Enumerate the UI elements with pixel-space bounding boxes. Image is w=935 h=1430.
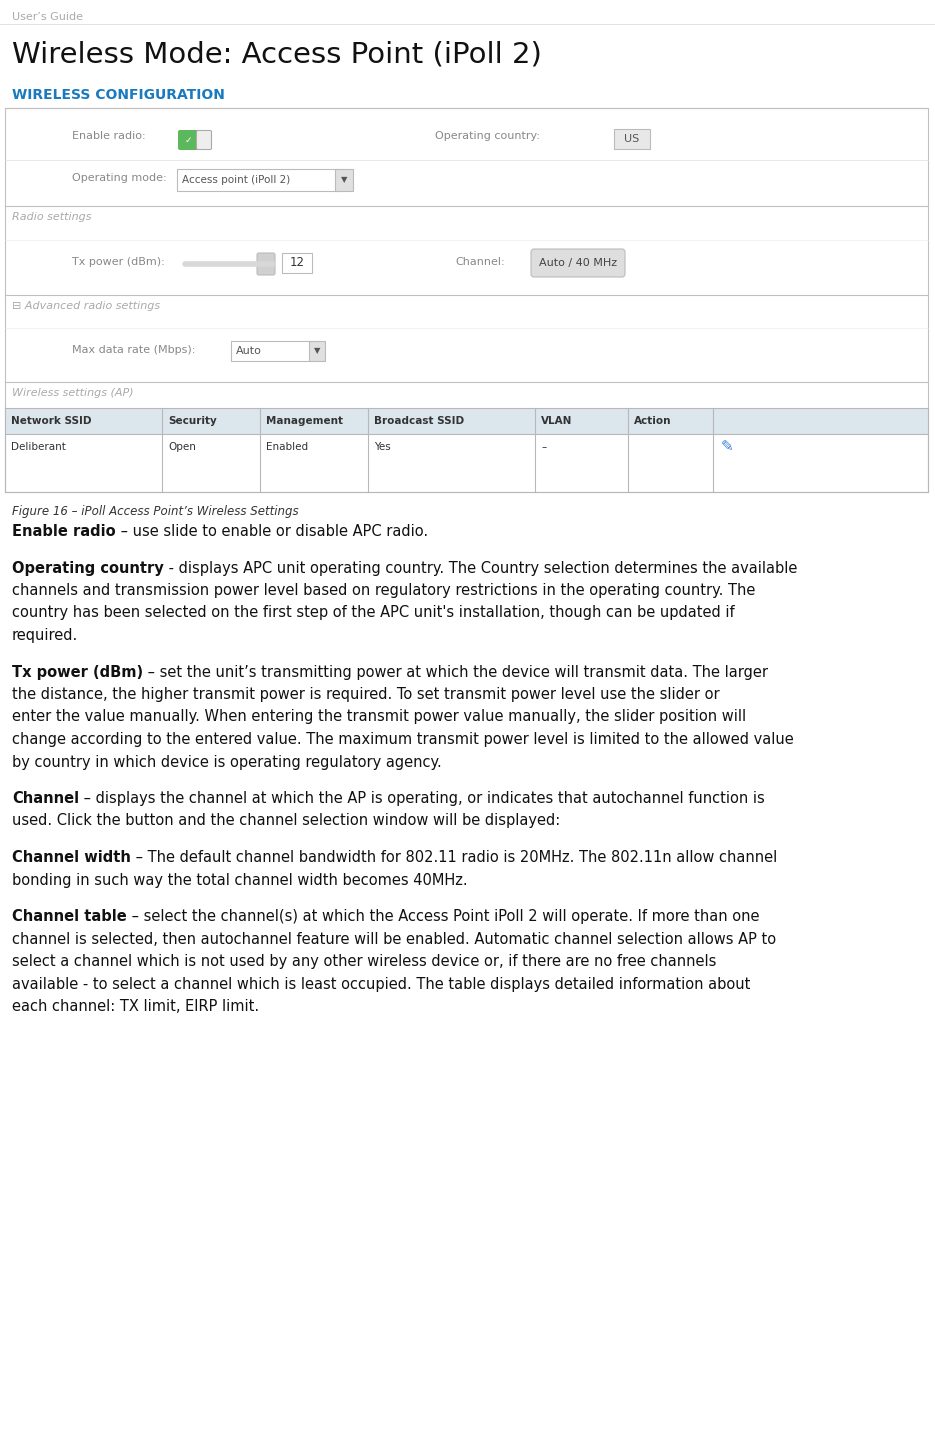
FancyBboxPatch shape [335,169,353,192]
Text: Channel width: Channel width [12,849,131,865]
Text: used. Click the button and the channel selection window will be displayed:: used. Click the button and the channel s… [12,814,560,828]
Text: channels and transmission power level based on regulatory restrictions in the op: channels and transmission power level ba… [12,583,755,598]
Text: VLAN: VLAN [541,416,572,426]
Text: Wireless settings (AP): Wireless settings (AP) [12,388,134,398]
Text: - displays APC unit operating country. The Country selection determines the avai: - displays APC unit operating country. T… [164,561,798,575]
Text: Auto: Auto [236,346,262,356]
Text: Operating mode:: Operating mode: [72,173,166,183]
Text: ⊟ Advanced radio settings: ⊟ Advanced radio settings [12,300,160,310]
FancyBboxPatch shape [282,253,312,273]
Text: Deliberant: Deliberant [11,442,65,452]
Text: required.: required. [12,628,79,644]
Text: enter the value manually. When entering the transmit power value manually, the s: enter the value manually. When entering … [12,709,746,725]
Text: Action: Action [634,416,671,426]
FancyBboxPatch shape [5,408,928,433]
Text: change according to the entered value. The maximum transmit power level is limit: change according to the entered value. T… [12,732,794,746]
Text: by country in which device is operating regulatory agency.: by country in which device is operating … [12,755,441,769]
FancyBboxPatch shape [5,109,928,492]
FancyBboxPatch shape [257,253,275,275]
Text: – The default channel bandwidth for 802.11 radio is 20MHz. The 802.11n allow cha: – The default channel bandwidth for 802.… [131,849,777,865]
Text: channel is selected, then autochannel feature will be enabled. Automatic channel: channel is selected, then autochannel fe… [12,931,776,947]
FancyBboxPatch shape [196,130,211,150]
Text: Operating country:: Operating country: [435,132,540,142]
FancyBboxPatch shape [177,169,339,192]
Text: ▼: ▼ [340,176,347,184]
Text: Tx power (dBm): Tx power (dBm) [12,665,143,679]
Text: Auto / 40 MHz: Auto / 40 MHz [539,257,617,267]
Text: Yes: Yes [374,442,391,452]
Text: Management: Management [266,416,343,426]
Text: 12: 12 [290,256,305,269]
Text: –: – [541,442,546,452]
Text: Network SSID: Network SSID [11,416,92,426]
Text: WIRELESS CONFIGURATION: WIRELESS CONFIGURATION [12,89,225,102]
Text: – displays the channel at which the AP is operating, or indicates that autochann: – displays the channel at which the AP i… [79,791,765,807]
Text: ✎: ✎ [721,439,733,455]
Text: the distance, the higher transmit power is required. To set transmit power level: the distance, the higher transmit power … [12,686,720,702]
Text: Figure 16 – iPoll Access Point’s Wireless Settings: Figure 16 – iPoll Access Point’s Wireles… [12,505,298,518]
Text: Enable radio:: Enable radio: [72,132,146,142]
Text: User’s Guide: User’s Guide [12,11,83,21]
Text: Wireless Mode: Access Point (iPoll 2): Wireless Mode: Access Point (iPoll 2) [12,40,542,69]
Text: Access point (iPoll 2): Access point (iPoll 2) [182,174,290,184]
Text: – use slide to enable or disable APC radio.: – use slide to enable or disable APC rad… [116,523,427,539]
Text: each channel: TX limit, EIRP limit.: each channel: TX limit, EIRP limit. [12,1000,259,1014]
Text: Broadcast SSID: Broadcast SSID [374,416,464,426]
Text: country has been selected on the first step of the APC unit's installation, thou: country has been selected on the first s… [12,605,735,621]
FancyBboxPatch shape [178,130,202,150]
Text: Enabled: Enabled [266,442,309,452]
Text: ▼: ▼ [314,346,321,356]
Text: – select the channel(s) at which the Access Point iPoll 2 will operate. If more : – select the channel(s) at which the Acc… [127,909,759,924]
Text: Channel table: Channel table [12,909,127,924]
Text: Tx power (dBm):: Tx power (dBm): [72,257,165,267]
Text: Open: Open [168,442,195,452]
FancyBboxPatch shape [531,249,625,277]
Text: Enable radio: Enable radio [12,523,116,539]
FancyBboxPatch shape [231,340,313,360]
Text: Radio settings: Radio settings [12,212,92,222]
Text: US: US [625,134,640,144]
Text: – set the unit’s transmitting power at which the device will transmit data. The : – set the unit’s transmitting power at w… [143,665,769,679]
Text: Security: Security [168,416,217,426]
Text: Max data rate (Mbps):: Max data rate (Mbps): [72,345,195,355]
FancyBboxPatch shape [614,129,650,149]
Text: bonding in such way the total channel width becomes 40MHz.: bonding in such way the total channel wi… [12,872,467,888]
Text: ✓: ✓ [184,136,192,144]
Text: Channel: Channel [12,791,79,807]
Text: available - to select a channel which is least occupied. The table displays deta: available - to select a channel which is… [12,977,751,991]
Text: Operating country: Operating country [12,561,164,575]
Text: select a channel which is not used by any other wireless device or, if there are: select a channel which is not used by an… [12,954,716,970]
Text: Channel:: Channel: [455,257,505,267]
FancyBboxPatch shape [309,340,325,360]
